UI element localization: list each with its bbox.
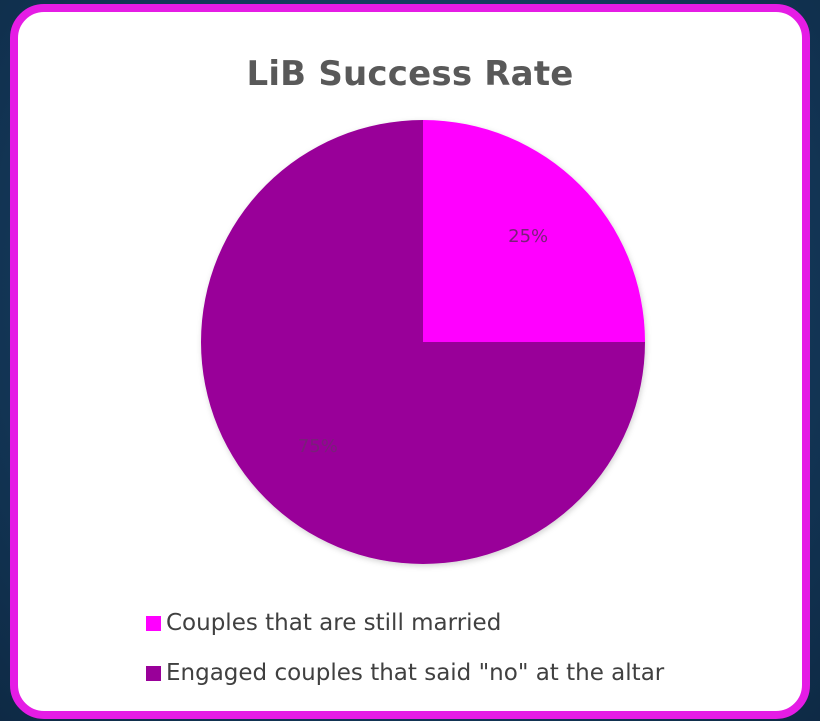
- legend-swatch-married: [146, 615, 161, 631]
- pie-chart: 25% 75%: [201, 120, 645, 564]
- pie-slice-married: [423, 120, 645, 342]
- legend-label-no-at-altar: Engaged couples that said "no" at the al…: [166, 660, 665, 686]
- legend-item-married: Couples that are still married: [146, 598, 664, 648]
- chart-legend: Couples that are still married Engaged c…: [146, 598, 664, 698]
- chart-title: LiB Success Rate: [246, 54, 574, 94]
- chart-card: LiB Success Rate 25% 75% Couples that are…: [10, 4, 810, 719]
- legend-item-no-at-altar: Engaged couples that said "no" at the al…: [146, 648, 664, 698]
- data-label-married: 25%: [508, 226, 548, 247]
- legend-swatch-no-at-altar: [146, 665, 161, 681]
- legend-label-married: Couples that are still married: [166, 610, 502, 636]
- data-label-no-at-altar: 75%: [298, 436, 338, 457]
- pie-slice-no-at-altar: [201, 120, 645, 564]
